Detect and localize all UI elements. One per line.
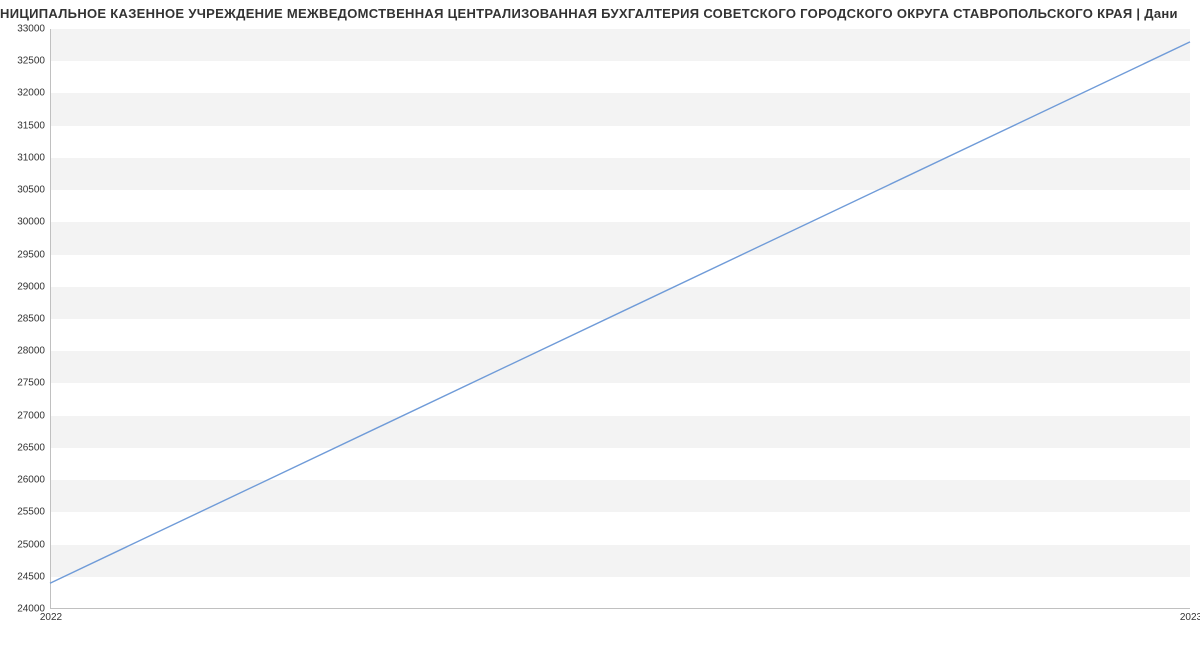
y-axis-label: 25500 <box>17 507 45 518</box>
y-axis-label: 32500 <box>17 56 45 67</box>
y-axis-label: 28000 <box>17 346 45 357</box>
y-axis-label: 30500 <box>17 185 45 196</box>
data-line <box>50 42 1190 583</box>
y-axis-label: 32000 <box>17 88 45 99</box>
y-axis-label: 24500 <box>17 571 45 582</box>
chart-area: 2400024500250002550026000265002700027500… <box>50 29 1190 609</box>
y-axis-label: 26000 <box>17 475 45 486</box>
y-axis-label: 30000 <box>17 217 45 228</box>
y-axis-label: 26500 <box>17 442 45 453</box>
y-axis-label: 31000 <box>17 152 45 163</box>
y-axis-label: 33000 <box>17 24 45 35</box>
y-axis-label: 25000 <box>17 539 45 550</box>
y-axis-label: 27000 <box>17 410 45 421</box>
x-axis-label: 2023 <box>1180 612 1200 623</box>
y-axis-label: 29500 <box>17 249 45 260</box>
x-axis-label: 2022 <box>40 612 62 623</box>
y-axis-label: 28500 <box>17 314 45 325</box>
y-axis-label: 29000 <box>17 281 45 292</box>
line-series <box>50 29 1190 609</box>
chart-title: НИЦИПАЛЬНОЕ КАЗЕННОЕ УЧРЕЖДЕНИЕ МЕЖВЕДОМ… <box>0 0 1200 29</box>
y-axis-label: 27500 <box>17 378 45 389</box>
y-axis-label: 31500 <box>17 120 45 131</box>
